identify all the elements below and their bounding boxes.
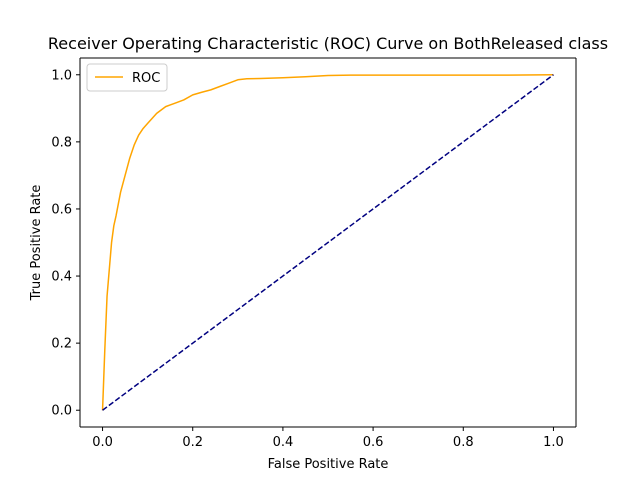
legend-label-roc: ROC (132, 71, 160, 86)
chance-diagonal-line (102, 74, 554, 411)
plot-area: 0.0 0.2 0.4 0.6 0.8 1.0 0.0 0.2 0.4 0.6 0.8 1.0 (51, 57, 577, 450)
y-tick-label: 0.8 (51, 135, 72, 150)
y-axis-ticks: 0.0 0.2 0.4 0.6 0.8 1.0 (51, 68, 80, 419)
axes-spines (79, 57, 577, 428)
y-tick-label: 0.0 (51, 404, 72, 419)
chart-title: Receiver Operating Characteristic (ROC) … (48, 34, 608, 53)
x-tick-label: 0.2 (182, 435, 203, 450)
x-tick-label: 0.8 (453, 435, 474, 450)
y-tick-label: 0.4 (51, 270, 72, 285)
y-tick-label: 0.6 (51, 202, 72, 217)
x-axis-ticks: 0.0 0.2 0.4 0.6 0.8 1.0 (92, 427, 564, 450)
x-axis-label: False Positive Rate (268, 457, 389, 472)
x-tick-label: 0.4 (273, 435, 294, 450)
x-tick-label: 0.6 (363, 435, 384, 450)
y-tick-label: 1.0 (51, 68, 72, 83)
x-tick-label: 1.0 (543, 435, 564, 450)
x-tick-label: 0.0 (92, 435, 113, 450)
series-line-roc (101, 74, 554, 411)
legend-box (86, 63, 168, 92)
legend: ROC (86, 63, 168, 92)
y-axis-label: True Positive Rate (29, 185, 44, 302)
y-tick-label: 0.2 (51, 337, 72, 352)
